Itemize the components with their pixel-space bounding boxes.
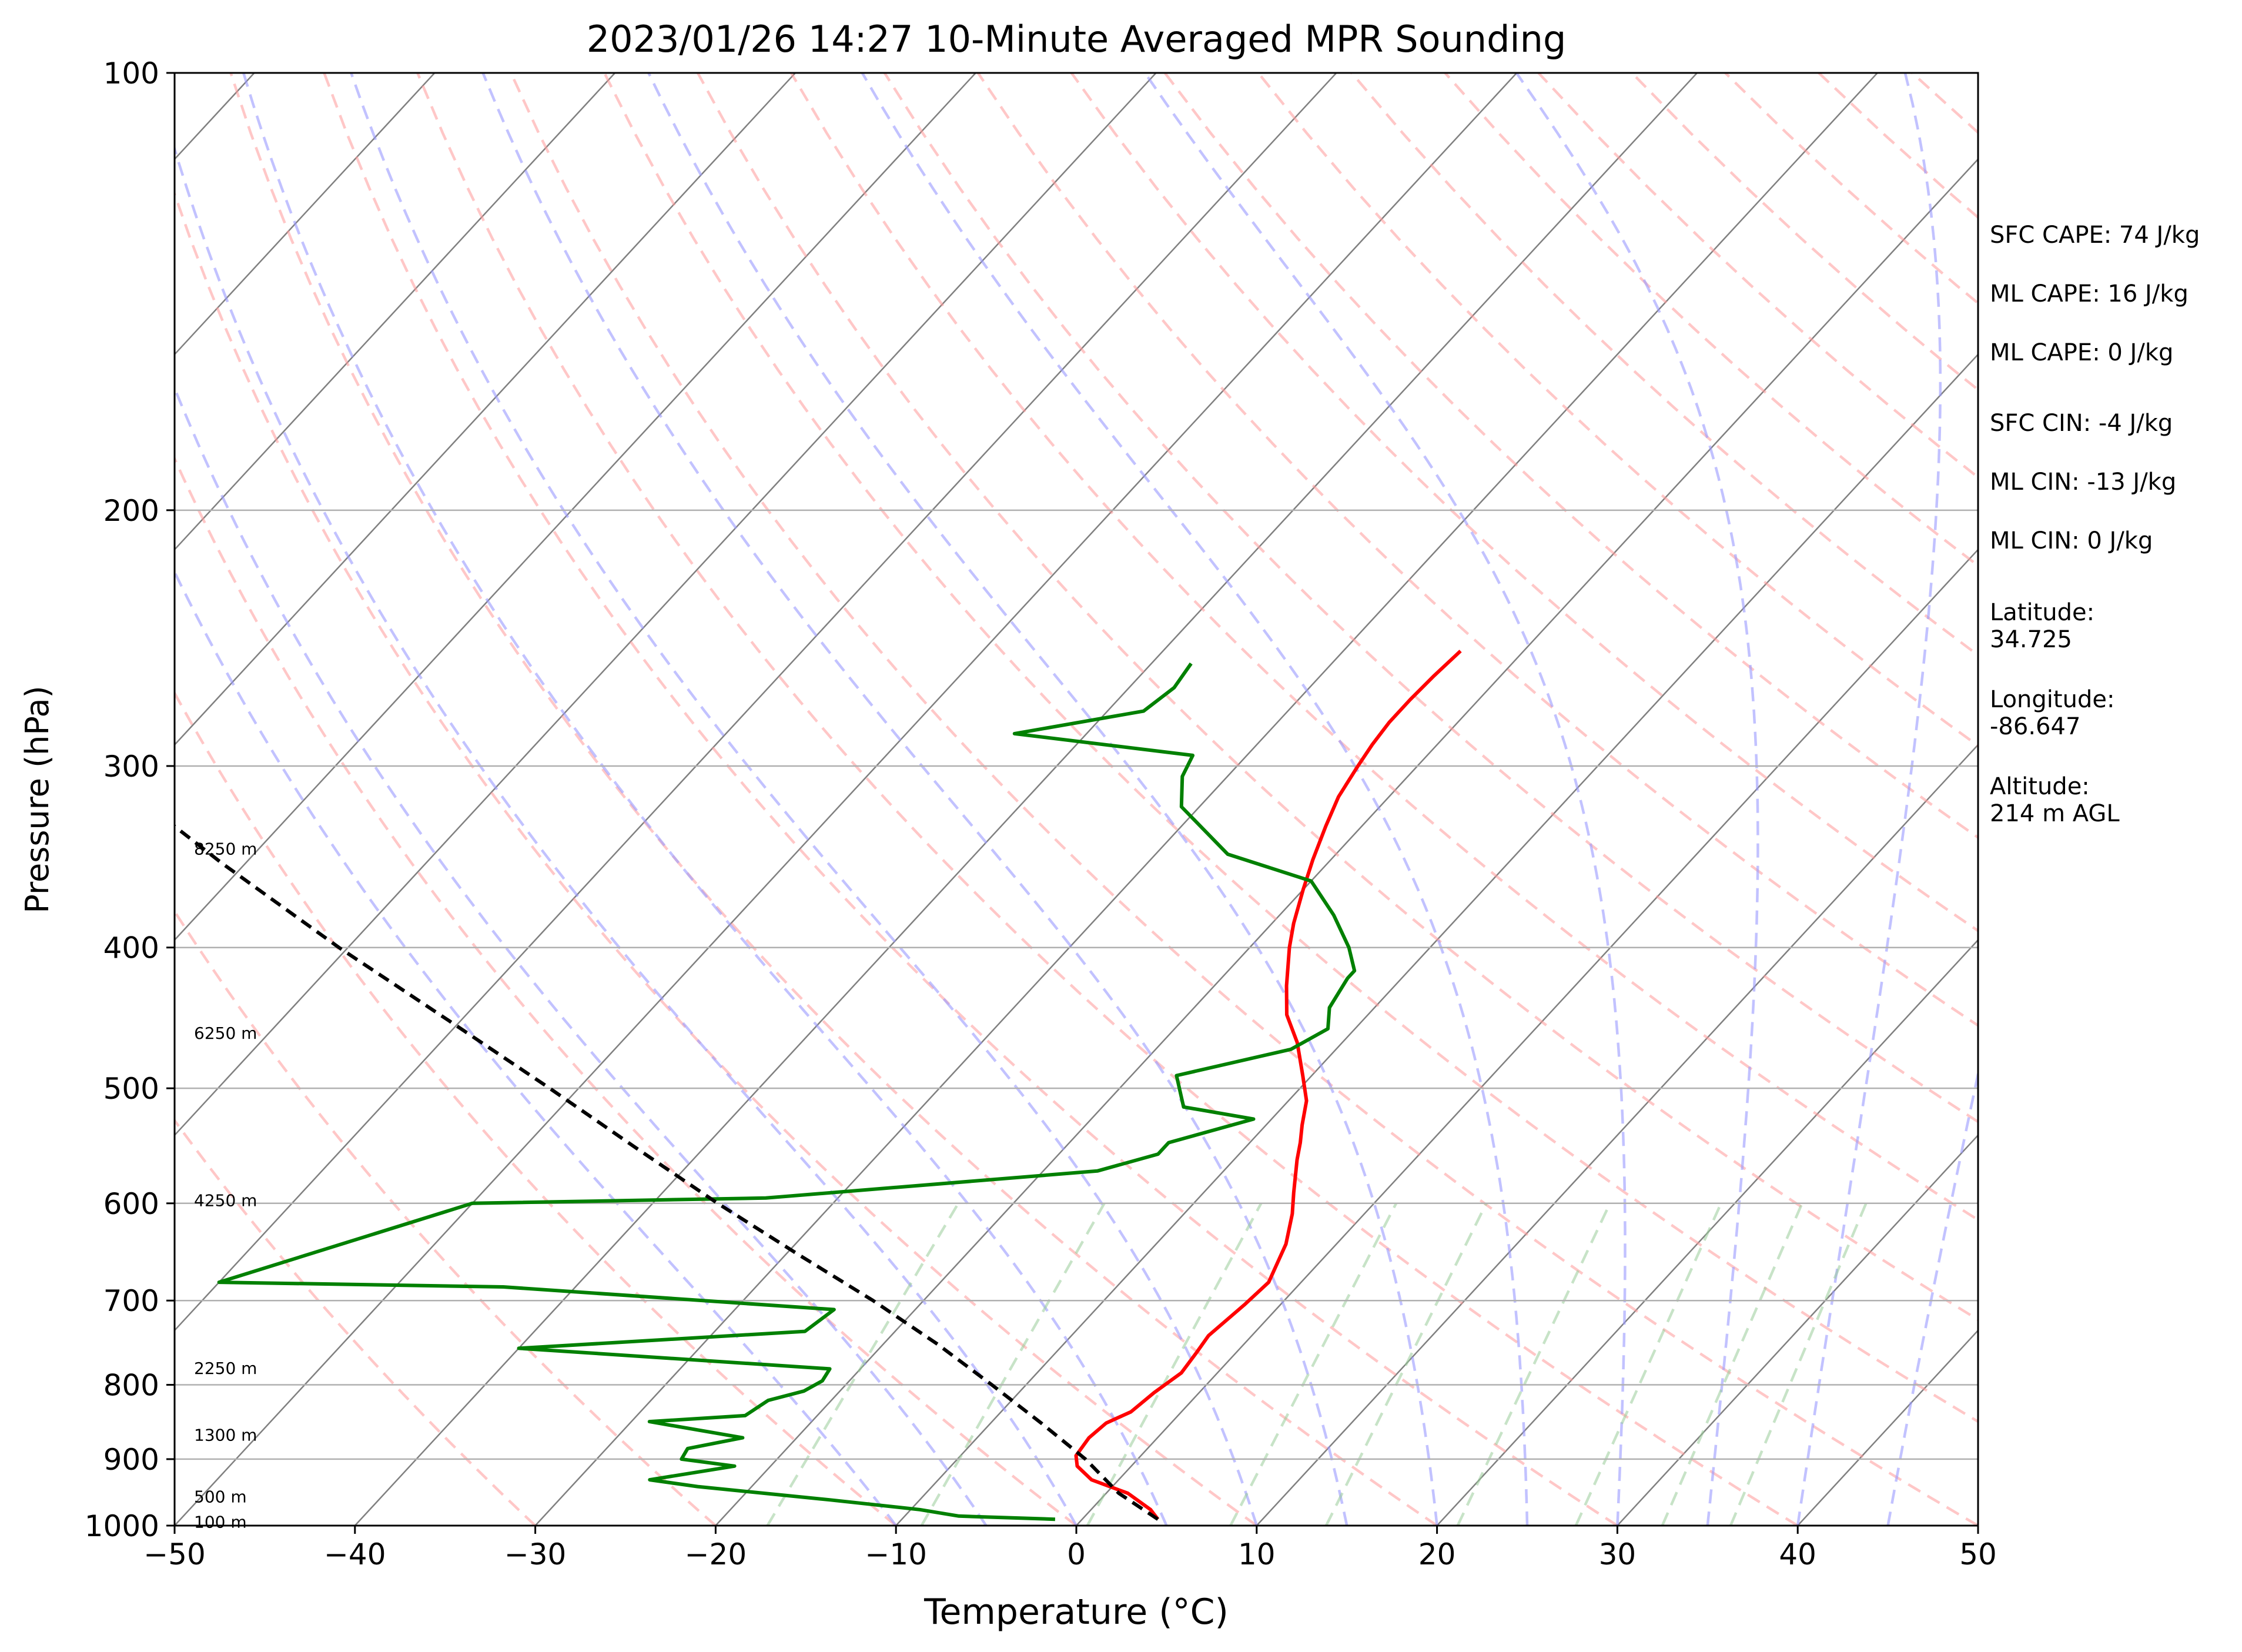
isotherm-line [715,158,1978,1526]
info-text: SFC CAPE: 74 J/kg [1990,222,2200,249]
isotherm-line [1076,548,1978,1526]
isotherm-line [534,73,1878,1526]
y-tick-label: 600 [103,1187,159,1221]
y-tick-label: 200 [103,494,159,528]
temperature-line [1074,650,1462,1521]
moist-adiabat-line [1796,73,1942,1526]
dry-adiabat-line [175,909,717,1526]
info-text: Latitude: [1990,599,2094,626]
y-tick-label: 700 [103,1284,159,1318]
y-tick-label: 400 [103,931,159,965]
mixing-ratio-line [1324,1202,1488,1526]
y-tick-label: 1000 [85,1509,159,1543]
mixing-ratio-line [766,1202,960,1526]
parcel-line [175,824,1159,1521]
y-axis-label: Pressure (hPa) [19,685,56,913]
isotherm-line [1256,744,1978,1526]
dry-adiabat-line [323,73,1618,1526]
isotherm-line [1617,1134,1978,1526]
info-text: ML CIN: 0 J/kg [1990,527,2153,554]
isotherm-line [175,73,616,551]
height-label: 6250 m [194,1024,257,1043]
mixing-ratio-line [920,1202,1106,1526]
moist-adiabat-line [175,569,897,1526]
mixing-ratio-line [1574,1202,1722,1526]
moist-adiabat-line [1886,1068,1978,1526]
x-tick-label: −10 [865,1537,927,1571]
isotherm-line [175,73,976,941]
y-tick-label: 100 [103,56,159,91]
height-label: 100 m [194,1513,247,1532]
isotherm-line [354,73,1698,1526]
y-tick-label: 500 [103,1072,159,1106]
info-text: ML CAPE: 0 J/kg [1990,339,2173,366]
x-tick-label: −50 [143,1537,206,1571]
x-axis-label: Temperature (°C) [923,1591,1229,1633]
height-label: 1300 m [194,1426,257,1445]
info-text: ML CIN: -13 J/kg [1990,469,2176,496]
height-label: 2250 m [194,1359,257,1378]
x-tick-label: 30 [1599,1537,1637,1571]
isotherm-line [175,73,1157,1136]
mixing-ratio-line [1661,1202,1803,1526]
moist-adiabat-line [350,73,1258,1526]
x-tick-label: −30 [504,1537,567,1571]
x-tick-label: 50 [1959,1537,1997,1571]
dry-adiabat-line [1070,73,1978,932]
info-text: 34.725 [1990,626,2072,653]
isotherm-line [1436,939,1978,1526]
dry-adiabat-line [1163,73,1978,840]
dry-adiabat-line [175,1118,537,1526]
moist-adiabat-line [861,73,1529,1526]
dry-adiabat-line [510,73,1978,1526]
y-tick-label: 800 [103,1369,159,1403]
info-text: ML CAPE: 16 J/kg [1990,280,2189,307]
moist-adiabat-line [1515,73,1759,1526]
info-text: -86.647 [1990,713,2080,740]
dry-adiabat-line [175,190,1258,1526]
height-label: 8250 m [194,840,257,859]
dry-adiabat-line [603,73,1978,1423]
info-text: SFC CIN: -4 J/kg [1990,410,2173,437]
dry-adiabat-line [175,690,897,1526]
x-tick-label: −20 [685,1537,747,1571]
info-text: Altitude: [1990,773,2090,800]
dry-adiabat-line [697,73,1978,1322]
height-label: 500 m [194,1487,247,1507]
info-text: Longitude: [1990,686,2114,713]
x-tick-label: 20 [1418,1537,1456,1571]
x-tick-label: −40 [324,1537,386,1571]
isotherm-line [895,353,1978,1526]
moist-adiabat-line [481,73,1348,1526]
moist-adiabat-line [242,73,1168,1526]
mixing-ratio-line [1456,1202,1611,1526]
isotherm-line [175,73,796,746]
mixing-ratio-line [1086,1202,1263,1526]
x-tick-label: 40 [1779,1537,1816,1571]
chart-title: 2023/01/26 14:27 10-Minute Averaged MPR … [587,18,1567,61]
x-tick-label: 10 [1238,1537,1276,1571]
dewpoint-line [217,662,1357,1521]
dry-adiabat-line [416,73,1799,1526]
x-tick-label: 0 [1067,1537,1086,1571]
y-tick-label: 900 [103,1443,159,1477]
moist-adiabat-line [647,73,1438,1526]
y-tick-label: 300 [103,750,159,784]
dry-adiabat-line [789,73,1978,1222]
dry-adiabat-line [175,455,1078,1526]
mixing-ratio-line [1229,1202,1398,1526]
mixing-ratio-line [1729,1202,1868,1526]
isotherm-line [175,73,436,356]
moist-adiabat-line [175,144,1078,1526]
dry-adiabat-line [229,73,1438,1526]
info-text: 214 m AGL [1990,800,2120,827]
height-label: 4250 m [194,1190,257,1210]
